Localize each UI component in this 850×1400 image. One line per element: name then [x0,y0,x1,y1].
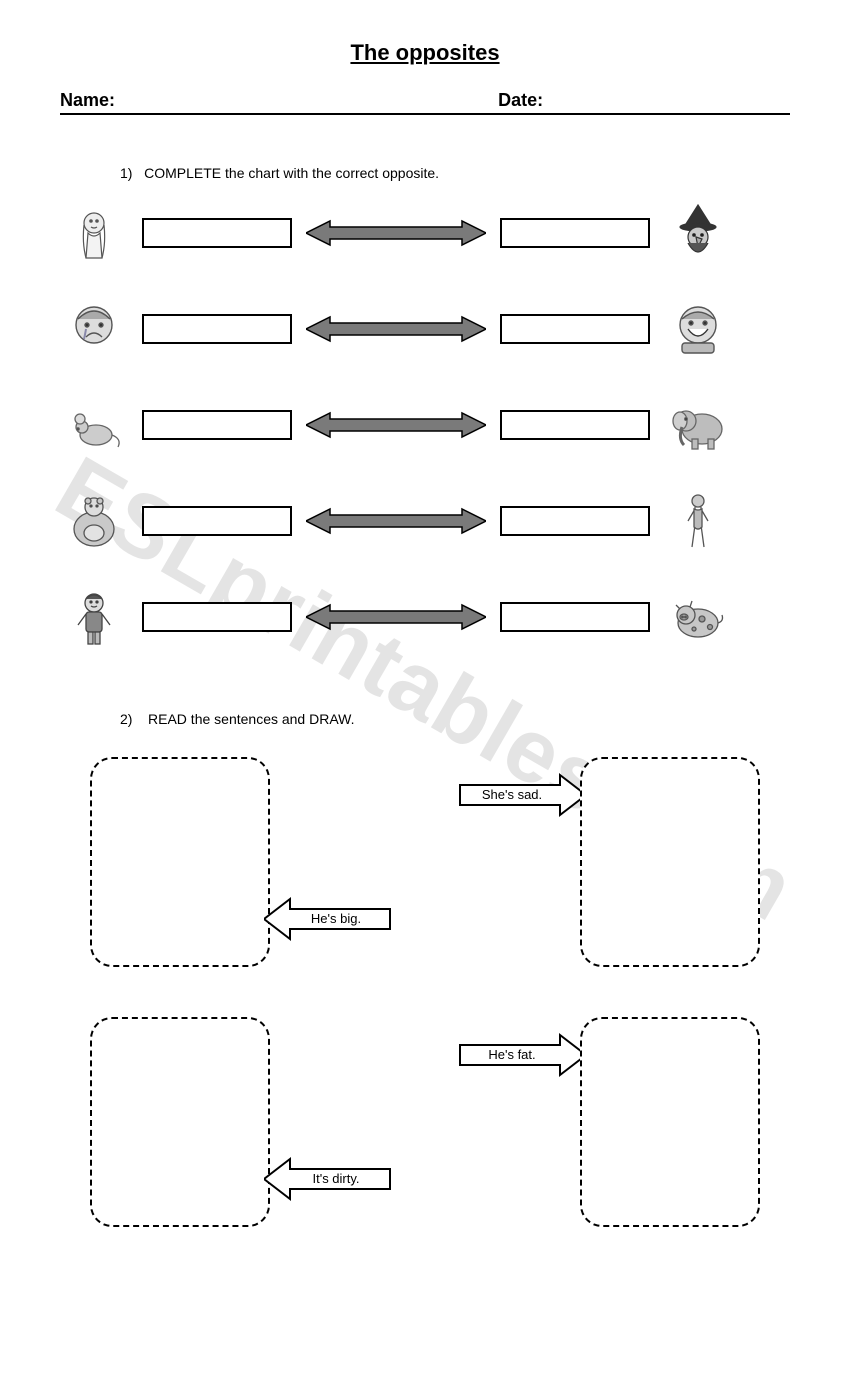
arrow-label: She's sad. [482,787,542,802]
double-arrow-icon [306,411,486,439]
arrow-left-icon: He's big. [264,891,394,947]
answer-box-right[interactable] [500,506,650,536]
chart-row [60,295,790,363]
section2-text: READ the sentences and DRAW. [148,711,354,727]
elephant-icon [664,391,732,459]
section2: 2) READ the sentences and DRAW. He's big… [60,711,790,1227]
mouse-icon [60,391,128,459]
arrow-right-icon: He's fat. [456,1027,586,1083]
chart-row [60,487,790,555]
draw-row: He's big. She's sad. [90,757,760,967]
draw-box[interactable] [580,757,760,967]
section1-instruction: 1) COMPLETE the chart with the correct o… [120,165,790,181]
answer-box-right[interactable] [500,218,650,248]
draw-box[interactable] [90,757,270,967]
draw-box[interactable] [580,1017,760,1227]
section2-number: 2) [120,711,132,727]
name-label: Name: [60,90,115,111]
section1-text: COMPLETE the chart with the correct oppo… [144,165,439,181]
header-row: Name: Date: [60,90,790,115]
answer-box-left[interactable] [142,506,292,536]
date-label: Date: [498,90,543,111]
arrow-label: It's dirty. [312,1171,359,1186]
arrow-left-icon: It's dirty. [264,1151,394,1207]
answer-box-left[interactable] [142,218,292,248]
dirty-pig-icon [664,583,732,651]
arrow-label: He's big. [311,911,361,926]
answer-box-left[interactable] [142,410,292,440]
draw-row: It's dirty. He's fat. [90,1017,760,1227]
double-arrow-icon [306,315,486,343]
witch-icon [664,199,732,267]
section2-instruction: 2) READ the sentences and DRAW. [120,711,790,727]
opposites-chart [60,199,790,651]
draw-grid: He's big. She's sad. [60,757,790,1227]
arrow-right-icon: She's sad. [456,767,586,823]
chart-row [60,199,790,267]
worksheet-page: The opposites Name: Date: 1) COMPLETE th… [0,0,850,1267]
answer-box-right[interactable] [500,602,650,632]
arrow-label: He's fat. [488,1047,535,1062]
section1-number: 1) [120,165,132,181]
sad-boy-icon [60,295,128,363]
answer-box-right[interactable] [500,410,650,440]
chart-row [60,391,790,459]
thin-woman-icon [664,487,732,555]
princess-icon [60,199,128,267]
double-arrow-icon [306,507,486,535]
happy-boy-icon [664,295,732,363]
draw-box[interactable] [90,1017,270,1227]
answer-box-left[interactable] [142,602,292,632]
chart-row [60,583,790,651]
clean-boy-icon [60,583,128,651]
answer-box-right[interactable] [500,314,650,344]
double-arrow-icon [306,603,486,631]
fat-animal-icon [60,487,128,555]
double-arrow-icon [306,219,486,247]
answer-box-left[interactable] [142,314,292,344]
page-title: The opposites [60,40,790,66]
